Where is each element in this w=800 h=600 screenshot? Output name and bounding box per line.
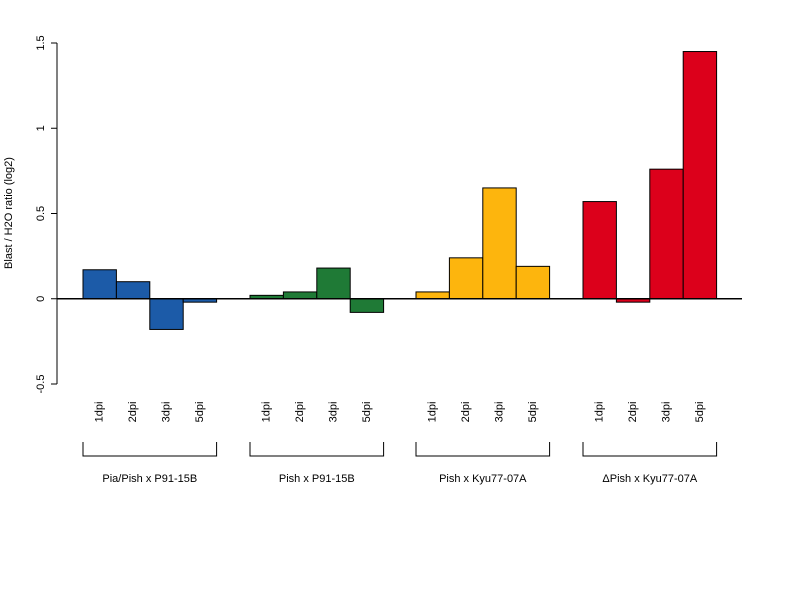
y-tick-label: 0 (35, 296, 47, 302)
category-label: 5dpi (527, 402, 539, 423)
bar (83, 270, 116, 299)
bar (150, 299, 183, 330)
category-label: 3dpi (660, 402, 672, 423)
category-label: 5dpi (361, 402, 373, 423)
bar (416, 292, 449, 299)
bar (683, 52, 716, 299)
bar (483, 188, 516, 299)
bar (583, 202, 616, 299)
group-label: ΔPish x Kyu77-07A (602, 473, 697, 485)
bar (283, 292, 316, 299)
y-axis: -0.5 0 0.5 1 1.5 (35, 35, 57, 393)
group-bracket (250, 442, 384, 456)
y-tick-label: 1 (35, 125, 47, 131)
category-label: 2dpi (627, 402, 639, 423)
category-label: 1dpi (94, 402, 106, 423)
category-label: 2dpi (460, 402, 472, 423)
bar (449, 258, 482, 299)
y-tick-label: 1.5 (35, 35, 47, 50)
bar (317, 268, 350, 299)
category-label: 1dpi (427, 402, 439, 423)
bar (350, 299, 383, 313)
category-label: 3dpi (327, 402, 339, 423)
y-tick-label: -0.5 (35, 375, 47, 394)
group-label: Pish x Kyu77-07A (439, 473, 527, 485)
category-label: 1dpi (594, 402, 606, 423)
category-label: 3dpi (160, 402, 172, 423)
group-brackets: Pia/Pish x P91-15B Pish x P91-15B Pish x K… (83, 442, 717, 485)
category-label: 1dpi (261, 402, 273, 423)
bar (516, 266, 549, 298)
category-labels: 1dpi 2dpi 3dpi 5dpi 1dpi 2dpi 3dpi 5dpi 1dpi 2dpi… (94, 402, 706, 423)
group-label: Pia/Pish x P91-15B (102, 473, 197, 485)
bar (650, 169, 683, 299)
bar-chart: Blast / H2O ratio (log2) -0.5 0 0.5 1 1.5 1d… (0, 0, 800, 600)
category-label: 5dpi (694, 402, 706, 423)
group-bracket (83, 442, 217, 456)
bars (83, 52, 717, 330)
category-label: 3dpi (493, 402, 505, 423)
group-label: Pish x P91-15B (279, 473, 355, 485)
y-tick-label: 0.5 (35, 206, 47, 221)
bar (116, 282, 149, 299)
category-label: 2dpi (127, 402, 139, 423)
group-bracket (583, 442, 717, 456)
y-axis-label: Blast / H2O ratio (log2) (3, 157, 15, 269)
group-bracket (416, 442, 550, 456)
category-label: 2dpi (294, 402, 306, 423)
category-label: 5dpi (194, 402, 206, 423)
